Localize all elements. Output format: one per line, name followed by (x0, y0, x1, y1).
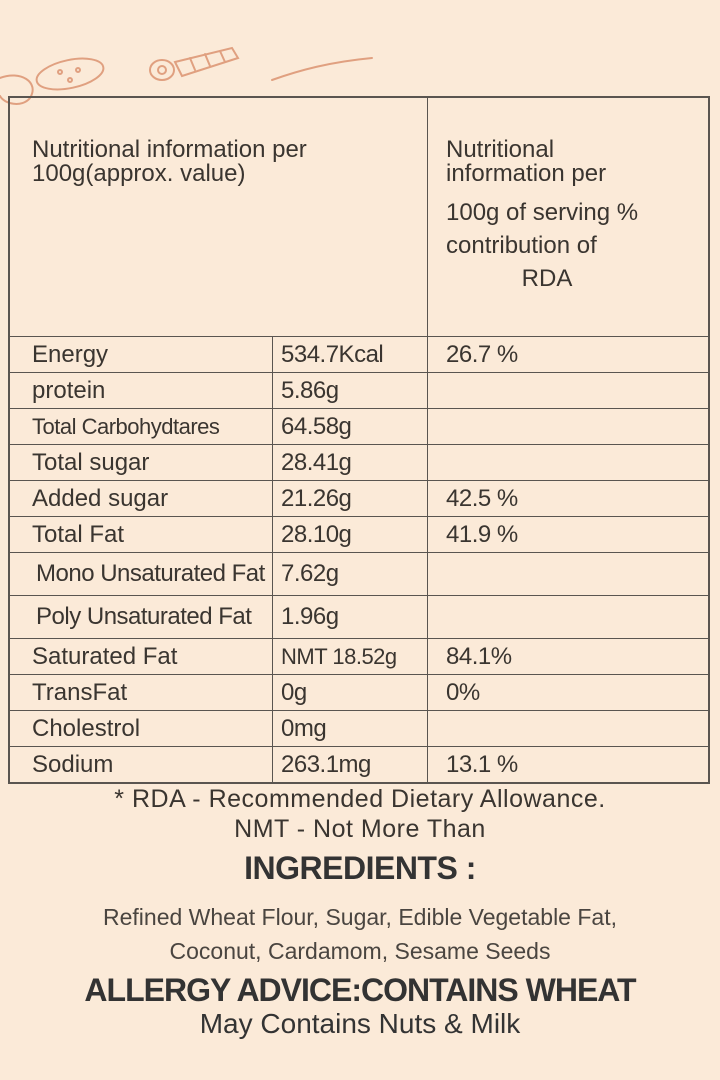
table-row: Saturated Fat NMT 18.52g 84.1% (8, 638, 710, 675)
row-rda (427, 710, 710, 747)
row-label: Energy (8, 336, 273, 373)
doodle-stroke (271, 57, 373, 81)
row-label: TransFat (8, 674, 273, 711)
table-row: Added sugar 21.26g 42.5 % (8, 480, 710, 517)
row-label: Poly Unsaturated Fat (8, 595, 273, 639)
row-rda: 41.9 % (427, 516, 710, 553)
table-row: Total Fat 28.10g 41.9 % (8, 516, 710, 553)
row-value: 7.62g (272, 552, 428, 596)
row-rda: 26.7 % (427, 336, 710, 373)
doodle-roll (173, 46, 240, 78)
header-right-line4: contribution of (446, 232, 597, 259)
ingredients-text: Refined Wheat Flour, Sugar, Edible Veget… (0, 900, 720, 968)
header-left-line2: 100g(approx. value) (32, 160, 246, 187)
row-value: 0mg (272, 710, 428, 747)
row-value: 21.26g (272, 480, 428, 517)
row-value: 28.10g (272, 516, 428, 553)
row-rda (427, 552, 710, 596)
table-row: Total sugar 28.41g (8, 444, 710, 481)
row-label: protein (8, 372, 273, 409)
table-row: Total Carbohydtares 64.58g (8, 408, 710, 445)
row-label: Mono Unsaturated Fat (8, 552, 273, 596)
row-rda (427, 444, 710, 481)
nutrition-table: Nutritional information per 100g(approx.… (8, 96, 710, 784)
row-label: Total sugar (8, 444, 273, 481)
header-right-cell: Nutritional information per 100g of serv… (427, 96, 710, 337)
row-label: Added sugar (8, 480, 273, 517)
row-label: Sodium (8, 746, 273, 784)
ingredients-line2: Coconut, Cardamom, Sesame Seeds (169, 938, 551, 964)
header-right-line2: information per (446, 160, 607, 187)
table-row: Energy 534.7Kcal 26.7 % (8, 336, 710, 373)
ingredients-heading: INGREDIENTS : (244, 850, 476, 886)
row-rda: 42.5 % (427, 480, 710, 517)
row-rda (427, 408, 710, 445)
header-left-line1: Nutritional information per (32, 136, 307, 163)
table-row: Sodium 263.1mg 13.1 % (8, 746, 710, 784)
row-label: Saturated Fat (8, 638, 273, 675)
header-right-line1: Nutritional (446, 136, 555, 163)
header-right-line5: RDA (521, 265, 573, 292)
allergy-heading: ALLERGY ADVICE:CONTAINS WHEAT (84, 972, 636, 1008)
row-value: 263.1mg (272, 746, 428, 784)
row-value: 534.7Kcal (272, 336, 428, 373)
row-rda (427, 595, 710, 639)
table-row: TransFat 0g 0% (8, 674, 710, 711)
row-value: 1.96g (272, 595, 428, 639)
row-label: Cholestrol (8, 710, 273, 747)
row-rda: 0% (427, 674, 710, 711)
table-header-row: Nutritional information per 100g(approx.… (8, 96, 710, 337)
row-rda: 84.1% (427, 638, 710, 675)
row-value: NMT 18.52g (272, 638, 428, 675)
rda-footnote: * RDA - Recommended Dietary Allowance. (114, 785, 606, 813)
table-row: Cholestrol 0mg (8, 710, 710, 747)
nmt-footnote: NMT - Not More Than (234, 815, 486, 843)
row-value: 64.58g (272, 408, 428, 445)
decorative-doodles (0, 46, 373, 105)
row-rda (427, 372, 710, 409)
doodle-cookie-1 (35, 57, 105, 91)
row-value: 5.86g (272, 372, 428, 409)
ingredients-line1: Refined Wheat Flour, Sugar, Edible Veget… (103, 904, 617, 930)
table-row: protein 5.86g (8, 372, 710, 409)
table-row: Poly Unsaturated Fat 1.96g (8, 595, 710, 639)
row-rda: 13.1 % (427, 746, 710, 784)
doodle-cookie-2 (149, 59, 175, 81)
row-value: 28.41g (272, 444, 428, 481)
header-left-cell: Nutritional information per 100g(approx.… (8, 96, 428, 337)
table-row: Mono Unsaturated Fat 7.62g (8, 552, 710, 596)
row-label: Total Carbohydtares (8, 408, 273, 445)
allergy-note: May Contains Nuts & Milk (199, 1008, 521, 1039)
row-label: Total Fat (8, 516, 273, 553)
header-right-line3: 100g of serving % (446, 199, 639, 226)
row-value: 0g (272, 674, 428, 711)
